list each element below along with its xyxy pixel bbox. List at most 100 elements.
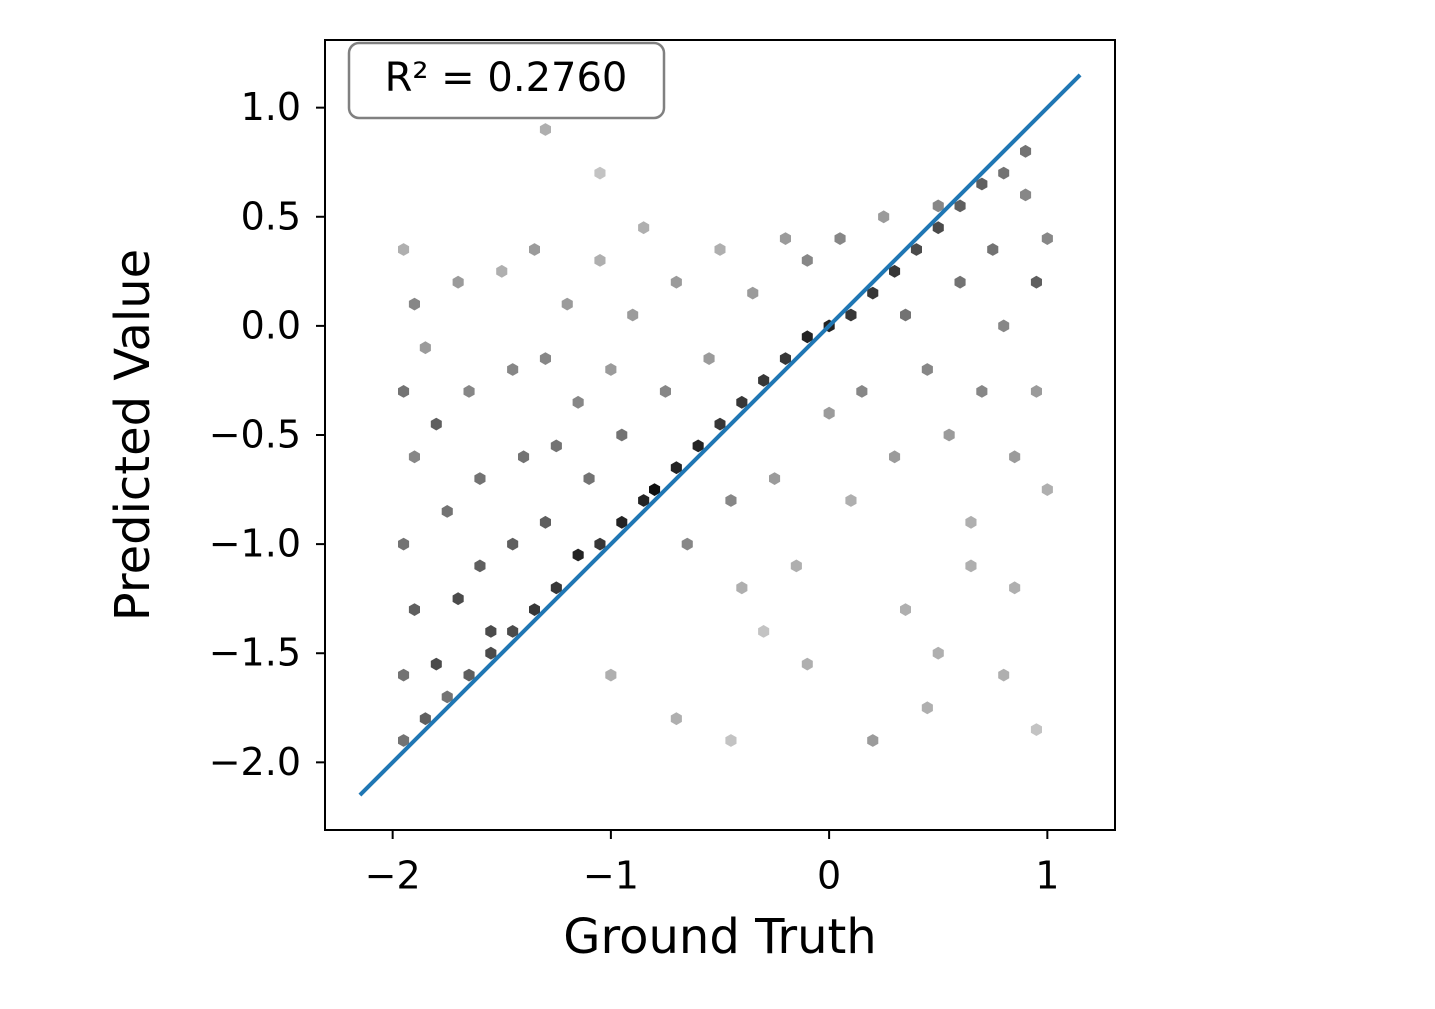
hexbin-cell (572, 395, 584, 409)
hexbin-cell (714, 417, 726, 431)
x-tick-label: 0 (817, 854, 841, 898)
hexbin-cell (954, 275, 966, 289)
hexbin-cell (987, 243, 999, 256)
hexbin-cell (485, 625, 497, 638)
hexbin-cell (725, 734, 737, 747)
hexbin-cell (725, 494, 737, 507)
hexbin-cell (659, 385, 671, 398)
hexbin-cell (1030, 385, 1042, 398)
hexbin-cell (550, 581, 562, 595)
hexbin-cell (430, 657, 442, 671)
hexbin-cell (932, 646, 944, 660)
hexbin-cell (398, 385, 410, 398)
hexbin-cell (1009, 581, 1021, 595)
hexbin-cell (758, 374, 770, 387)
hexbin-cell (801, 254, 813, 267)
hexbin-cell (889, 264, 901, 278)
hexbin-cell (463, 385, 475, 398)
hexbin-cell (539, 352, 551, 365)
hexbin-cell (867, 734, 879, 747)
x-axis-label: Ground Truth (563, 909, 876, 965)
hexbin-cell (1020, 144, 1032, 158)
y-tick-label: −0.5 (209, 413, 301, 457)
hexbin-cell (921, 363, 933, 376)
hexbin-cell (1009, 450, 1021, 464)
hexbin-cell (539, 515, 551, 529)
hexbin-cell (507, 537, 519, 551)
hexbin-cell (976, 385, 988, 398)
hexbin-cell (507, 363, 519, 376)
hexbin-cell (910, 243, 922, 256)
hexbin-cell (965, 515, 977, 529)
hexbin-cell (801, 330, 813, 344)
y-axis-label: Predicted Value (105, 249, 161, 621)
hexbin-cell (943, 428, 955, 442)
y-tick-label: 0.5 (241, 194, 301, 238)
hexbin-cell (845, 308, 857, 322)
hexbin-cell (779, 232, 791, 245)
hexbin-cell (1041, 483, 1053, 496)
hexbin-cell (638, 221, 650, 235)
fit-line (358, 73, 1082, 797)
hexbin-cell (474, 559, 486, 573)
hexbin-cell (441, 690, 453, 704)
hexbin-cell (605, 668, 617, 682)
hexbin-cell (408, 603, 420, 616)
hexbin-cell (714, 243, 726, 256)
hexbin-cell (398, 243, 410, 256)
hexbin-cell (769, 472, 781, 485)
x-tick-label: −1 (583, 854, 639, 898)
hexbin-cell (550, 439, 562, 453)
hexbin-cell (616, 515, 628, 529)
hexbin-cell (1030, 275, 1042, 289)
hexbin-cell (932, 199, 944, 213)
hexbin-cell (419, 712, 431, 726)
hexbin-cell (856, 385, 868, 398)
hexbin-cell (681, 537, 693, 551)
hexbin-cell (463, 668, 475, 682)
annotation: R² = 0.2760 (385, 55, 628, 101)
hexbin-cell (1030, 723, 1042, 736)
hexbin-cell (747, 286, 759, 300)
hexbin-cell (638, 494, 650, 507)
hexbin-cell (594, 166, 606, 180)
hexbin-cell (921, 701, 933, 715)
hexbin-cell (670, 461, 682, 475)
hexbin-cell (529, 243, 540, 256)
hexbin-cell (736, 581, 748, 595)
hexbin-cell (889, 450, 901, 464)
hexbin-cell (976, 177, 988, 191)
hexbin-cell (1041, 232, 1053, 245)
x-tick-label: 1 (1035, 854, 1059, 898)
hexbin-cell (758, 625, 770, 638)
hexbin-cell (572, 548, 584, 562)
hexbin-cell (539, 123, 551, 136)
hexbin-cell (452, 592, 464, 606)
hexbin-cell (900, 308, 911, 322)
hexbin-cell (518, 450, 530, 464)
hexbin-cell (779, 352, 791, 365)
hexbin-cell (408, 297, 420, 311)
hexbin-cell (583, 472, 595, 485)
y-tick-label: −1.5 (209, 631, 301, 675)
hexbin-cell (932, 221, 944, 235)
hexbin-cell (649, 483, 661, 496)
hexbin-cell (801, 657, 813, 671)
hexbin-cell (692, 439, 704, 453)
x-tick-label: −2 (365, 854, 421, 898)
hexbin-cell (790, 559, 802, 573)
y-tick-label: −2.0 (209, 740, 301, 784)
hexbin-cell (900, 603, 911, 616)
hexbin-cell (670, 712, 682, 726)
hexbin-cell (998, 668, 1010, 682)
hexbin-cell (594, 537, 606, 551)
hexbin-cell (823, 406, 835, 420)
hexbin-cell (561, 297, 573, 311)
hexbin-cell (594, 254, 606, 267)
hexbin-cell (398, 668, 410, 682)
hexbin-cell (485, 646, 497, 660)
hexbin-cell (845, 494, 857, 507)
hexbin-cell (998, 319, 1010, 333)
hexbin-cell (965, 559, 977, 573)
